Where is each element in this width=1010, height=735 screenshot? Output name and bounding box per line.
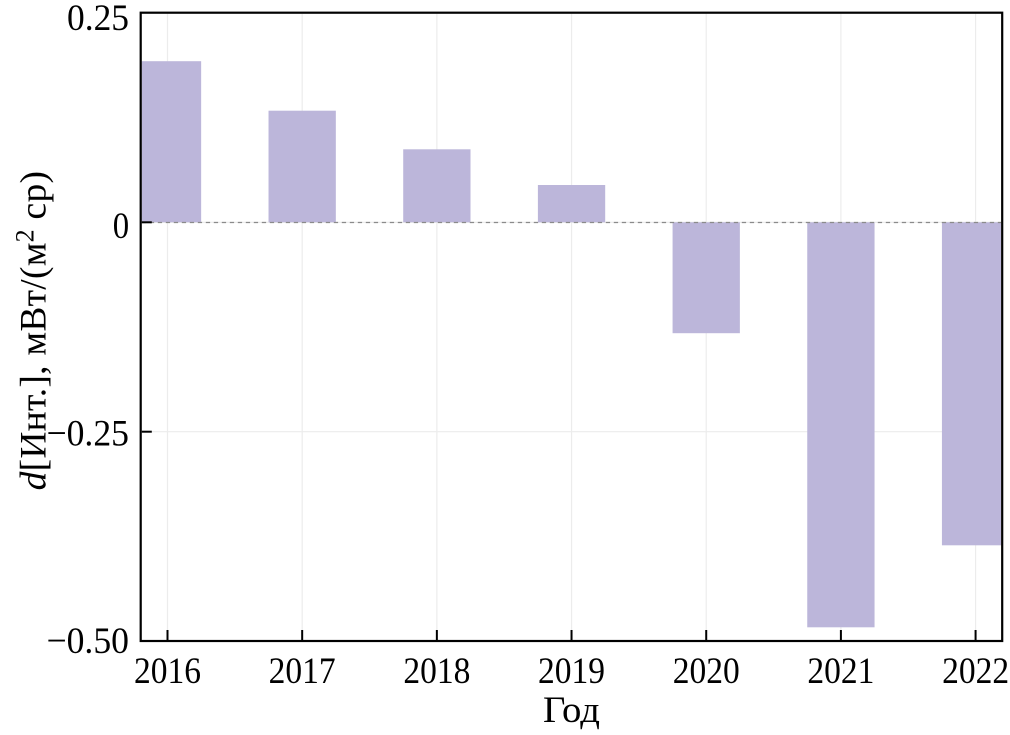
svg-text:2020: 2020 — [673, 651, 740, 692]
svg-text:2016: 2016 — [134, 651, 201, 692]
svg-text:2017: 2017 — [269, 651, 336, 692]
svg-text:2018: 2018 — [403, 651, 470, 692]
svg-text:2019: 2019 — [538, 651, 605, 692]
svg-text:−0.25: −0.25 — [47, 414, 130, 455]
svg-text:−0.50: −0.50 — [47, 621, 130, 662]
svg-text:Год: Год — [543, 690, 600, 731]
svg-text:2022: 2022 — [942, 651, 1009, 692]
svg-text:d[Инт.], мВт/(м2 ср): d[Инт.], мВт/(м2 ср) — [11, 171, 55, 491]
svg-text:2021: 2021 — [807, 651, 874, 692]
svg-text:0.25: 0.25 — [67, 0, 129, 39]
svg-text:0: 0 — [113, 206, 129, 247]
